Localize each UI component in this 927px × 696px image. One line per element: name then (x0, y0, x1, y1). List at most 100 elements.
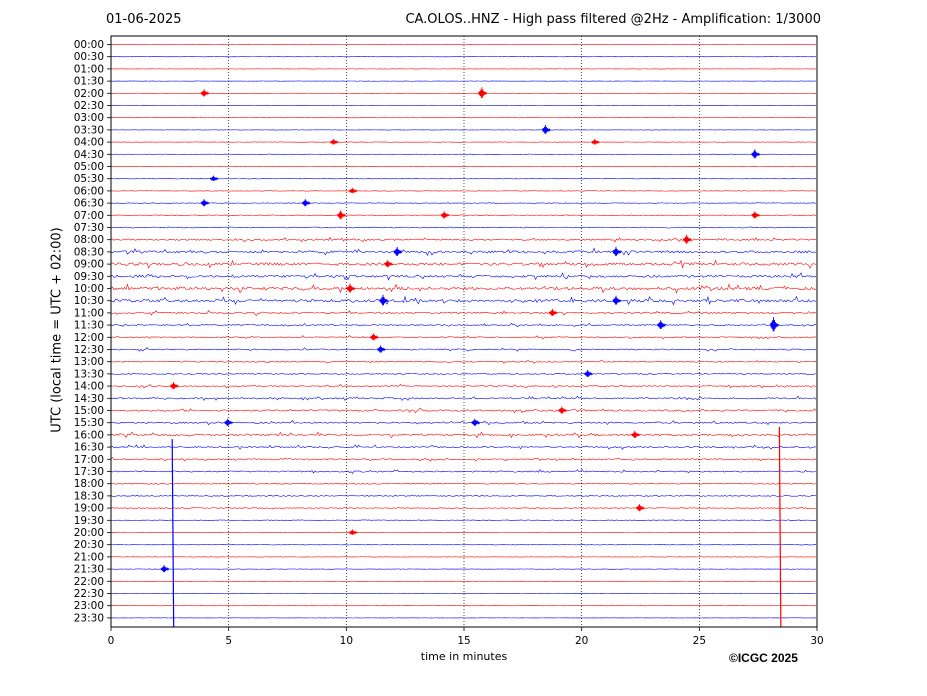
copyright-text: ©ICGC 2025 (729, 651, 798, 665)
event-burst-30 (631, 430, 641, 439)
y-tick-label-1800: 18:00 (74, 478, 104, 490)
x-tick-label-5: 5 (225, 635, 232, 647)
event-burst-27 (558, 406, 568, 414)
y-tick-label-0700: 07:00 (74, 210, 104, 222)
trace-line-1530 (110, 420, 817, 426)
event-burst-33 (160, 565, 170, 573)
y-tick-label-1030: 10:30 (74, 295, 104, 307)
trace-line-1330 (110, 373, 817, 375)
y-tick-label-1200: 12:00 (74, 332, 104, 344)
trace-line-1030 (110, 295, 817, 306)
trace-line-1000 (110, 283, 817, 294)
trace-line-1830 (110, 495, 817, 497)
event-burst-19 (612, 295, 622, 305)
event-burst-21 (657, 320, 667, 330)
large-event-line-0 (171, 439, 175, 628)
event-burst-2 (542, 124, 551, 134)
event-burst-24 (377, 345, 386, 353)
y-tick-label-2000: 20:00 (74, 527, 104, 539)
event-burst-18 (379, 294, 389, 306)
event-burst-28 (224, 418, 234, 426)
event-group (160, 87, 782, 628)
y-tick-label-0100: 01:00 (74, 63, 104, 75)
trace-line-0730 (110, 226, 817, 229)
y-tick-label-0230: 02:30 (74, 100, 104, 112)
y-tick-label-2030: 20:30 (74, 539, 104, 551)
y-tick-label-1730: 17:30 (74, 466, 104, 478)
trace-line-0530 (110, 178, 817, 180)
station-title: CA.OLOS..HNZ - High pass filtered @2Hz -… (405, 12, 821, 27)
trace-line-0800 (110, 236, 817, 243)
y-tick-label-0730: 07:30 (74, 222, 104, 234)
trace-line-0930 (110, 272, 817, 281)
y-tick-label-0330: 03:30 (74, 124, 104, 136)
y-tick-label-1100: 11:00 (74, 307, 104, 319)
event-burst-17 (346, 283, 356, 293)
trace-line-1130 (110, 322, 817, 328)
axes-group: 00:0000:3001:0001:3002:0002:3003:0003:30… (74, 35, 824, 647)
y-tick-label-1130: 11:30 (74, 320, 104, 332)
y-tick-label-2300: 23:00 (74, 600, 104, 612)
date-label: 01-06-2025 (106, 12, 182, 27)
y-tick-label-0830: 08:30 (74, 246, 104, 258)
y-tick-label-1430: 14:30 (74, 393, 104, 405)
event-burst-6 (210, 175, 219, 182)
x-tick-label-15: 15 (457, 635, 470, 647)
trace-line-1900 (110, 507, 817, 509)
y-tick-label-1830: 18:30 (74, 490, 104, 502)
event-burst-23 (370, 333, 379, 341)
x-tick-label-0: 0 (108, 635, 115, 647)
y-tick-label-1300: 13:00 (74, 356, 104, 368)
event-burst-0 (200, 89, 210, 97)
event-burst-31 (636, 504, 645, 512)
x-tick-label-30: 30 (810, 635, 823, 647)
trace-line-0830 (110, 247, 817, 256)
y-tick-label-2100: 21:00 (74, 551, 104, 563)
x-tick-label-10: 10 (340, 635, 353, 647)
trace-line-0600 (110, 190, 817, 192)
y-tick-label-0600: 06:00 (74, 185, 104, 197)
plot-frame (110, 35, 818, 628)
trace-line-0900 (110, 259, 817, 269)
y-tick-label-0900: 09:00 (74, 259, 104, 271)
trace-line-1700 (110, 457, 817, 462)
y-tick-label-2230: 22:30 (74, 588, 104, 600)
event-burst-26 (170, 382, 179, 390)
y-tick-label-2330: 23:30 (74, 612, 104, 624)
x-tick-label-20: 20 (575, 635, 588, 647)
event-burst-12 (751, 211, 761, 219)
y-tick-label-1330: 13:30 (74, 368, 104, 380)
large-event-line-1 (778, 426, 782, 628)
y-tick-label-2200: 22:00 (74, 576, 104, 588)
y-tick-label-0030: 00:30 (74, 51, 104, 63)
y-tick-label-1600: 16:00 (74, 429, 104, 441)
trace-line-1230 (110, 347, 817, 352)
x-axis-label: time in minutes (420, 650, 508, 663)
y-tick-label-1230: 12:30 (74, 344, 104, 356)
y-tick-label-1530: 15:30 (74, 417, 104, 429)
trace-line-1300 (110, 359, 817, 364)
trace-line-2000 (110, 531, 817, 534)
event-burst-10 (337, 210, 346, 220)
trace-line-1800 (110, 482, 817, 485)
event-burst-22 (770, 317, 779, 332)
y-tick-label-1400: 14:00 (74, 381, 104, 393)
y-tick-label-1000: 10:00 (74, 283, 104, 295)
trace-line-1100 (110, 310, 817, 316)
event-burst-11 (440, 211, 450, 219)
trace-line-1930 (110, 519, 817, 522)
y-tick-label-0430: 04:30 (74, 149, 104, 161)
y-tick-label-0200: 02:00 (74, 88, 104, 100)
event-burst-13 (683, 234, 692, 244)
y-tick-label-0130: 01:30 (74, 76, 104, 88)
trace-line-2030 (110, 544, 817, 546)
grid-group (228, 36, 700, 627)
event-burst-29 (471, 418, 481, 426)
trace-line-1200 (110, 335, 817, 340)
event-burst-15 (612, 246, 622, 256)
y-tick-label-0000: 00:00 (74, 39, 104, 51)
event-burst-3 (330, 139, 339, 145)
y-tick-label-1500: 15:00 (74, 405, 104, 417)
y-tick-label-0300: 03:00 (74, 112, 104, 124)
